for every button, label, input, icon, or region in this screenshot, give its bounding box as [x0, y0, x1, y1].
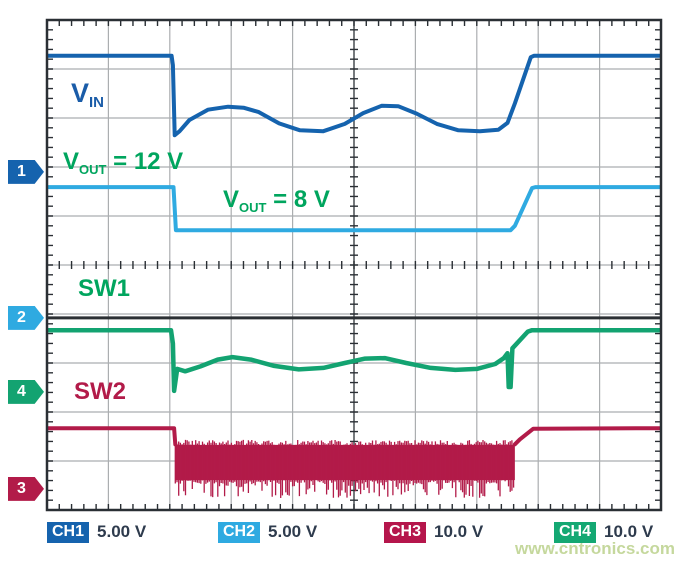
legend-scale-ch3: 10.0 V	[434, 522, 484, 541]
legend-chip-ch3: CH3	[384, 521, 427, 543]
legend-scale-ch4: 10.0 V	[604, 522, 654, 541]
vout-12v-label-rest: = 12 V	[106, 148, 184, 175]
vout-12v-trace-label: VOUT = 12 V	[63, 148, 183, 177]
legend-item-ch3: CH3 10.0 V	[384, 521, 483, 543]
vout-12v-label-main: V	[63, 148, 80, 175]
sw1-trace-label: SW1	[78, 275, 131, 302]
trace-ch3	[47, 426, 178, 447]
graticule-frame	[45, 18, 663, 512]
watermark: www.cntronics.com	[515, 539, 675, 558]
legend-item-ch2: CH2 5.00 V	[218, 521, 317, 543]
legend-scale-ch1: 5.00 V	[97, 522, 147, 541]
sw2-trace-label: SW2	[74, 378, 127, 405]
traces-group	[47, 53, 661, 498]
vout-8v-label-rest: = 8 V	[266, 186, 330, 213]
trace-ch4	[47, 327, 661, 394]
legend-item-ch1: CH1 5.00 V	[47, 521, 146, 543]
legend-chip-ch2: CH2	[218, 521, 261, 543]
trace-ch1	[47, 53, 661, 138]
vout-8v-label-main: V	[223, 186, 240, 213]
vin-trace-label: VIN	[71, 78, 104, 111]
legend-item-ch4: CH4 10.0 V	[554, 521, 653, 543]
legend-chip-ch4: CH4	[554, 521, 597, 543]
vout-8v-label-sub: OUT	[239, 200, 267, 215]
vin-label-main: V	[71, 78, 90, 108]
trace-ch2	[47, 185, 661, 233]
vin-label-sub: IN	[89, 94, 105, 111]
trace-ch3-post	[512, 426, 661, 447]
vout-8v-trace-label: VOUT = 8 V	[223, 186, 330, 215]
vout-12v-label-sub: OUT	[79, 162, 107, 177]
legend-scale-ch2: 5.00 V	[268, 522, 318, 541]
legend-chip-ch1: CH1	[47, 521, 90, 543]
trace-ch3-noise-spikes	[174, 439, 515, 498]
